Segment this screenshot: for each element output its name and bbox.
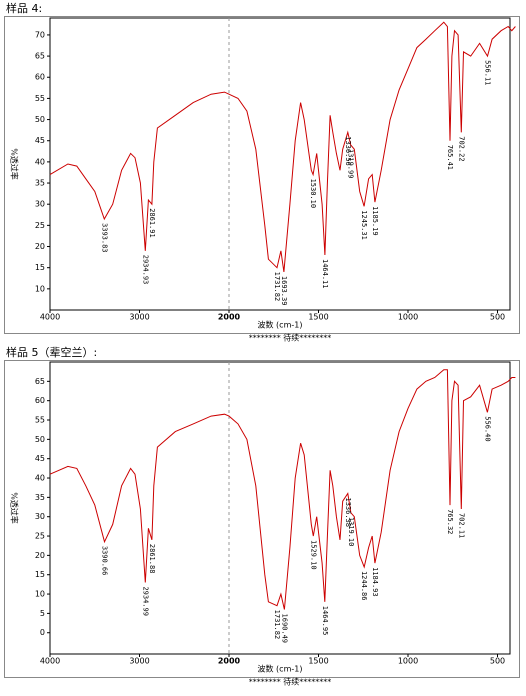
x-tick-label: 500	[490, 657, 505, 666]
peak-label: 702.22	[457, 136, 465, 161]
x-tick-label: 1000	[398, 657, 418, 666]
y-tick-label: 50	[35, 115, 45, 124]
peak-label: 1185.19	[371, 206, 379, 236]
y-tick-label: 25	[35, 221, 45, 230]
y-tick-label: 45	[35, 136, 45, 145]
y-tick-label: 65	[35, 377, 45, 386]
peak-label: 1464.95	[321, 606, 329, 636]
peak-label: 1464.11	[321, 259, 329, 289]
spectrum-line	[49, 21, 516, 272]
y-tick-label: 25	[35, 532, 45, 541]
peak-label: 1319.99	[347, 149, 355, 179]
peak-label: 1530.10	[309, 179, 317, 209]
peak-label: 2934.99	[141, 586, 149, 616]
x-tick-label: 1500	[308, 313, 328, 322]
peak-label: 1731.82	[273, 272, 281, 302]
peak-label: 1319.10	[347, 517, 355, 547]
peak-label: 1731.82	[273, 610, 281, 640]
y-tick-label: 15	[35, 570, 45, 579]
y-tick-label: 60	[35, 73, 45, 82]
y-axis-label: %透过率	[10, 492, 20, 524]
peak-label: 2861.88	[148, 544, 156, 574]
peak-label: 1690.49	[280, 614, 288, 644]
spectrum-line	[49, 369, 516, 610]
x-tick-label: 3000	[129, 657, 149, 666]
peak-label: 3393.83	[100, 223, 108, 253]
peak-label: 2934.93	[141, 255, 149, 285]
footer: ******** 待续********	[249, 677, 332, 687]
peak-label: 1184.93	[371, 567, 379, 597]
peak-label: 1693.39	[280, 276, 288, 306]
peak-label: 1336.38	[344, 497, 352, 527]
y-tick-label: 10	[35, 284, 45, 293]
peak-label: 1336.56	[344, 136, 352, 166]
peak-label: 3390.66	[101, 546, 109, 576]
y-tick-label: 35	[35, 493, 45, 502]
x-tick-label: 1500	[308, 657, 328, 666]
footer: ******** 待续********	[249, 333, 332, 343]
panel-box	[4, 16, 520, 334]
y-tick-label: 50	[35, 435, 45, 444]
panel-title: 样品 5（辈空兰）:	[6, 345, 97, 359]
y-tick-label: 30	[35, 200, 45, 209]
peak-label: 556.40	[483, 416, 491, 441]
x-tick-label: 2000	[218, 657, 241, 666]
y-tick-label: 30	[35, 512, 45, 521]
y-tick-label: 20	[35, 551, 45, 560]
y-tick-label: 0	[40, 628, 45, 637]
plot-frame	[49, 17, 511, 311]
x-axis-label: 波数 (cm-1)	[258, 664, 303, 674]
y-tick-label: 35	[35, 179, 45, 188]
y-tick-label: 10	[35, 590, 45, 599]
x-tick-label: 4000	[40, 657, 60, 666]
peak-label: 765.32	[446, 509, 454, 534]
y-tick-label: 60	[35, 396, 45, 405]
y-tick-label: 15	[35, 263, 45, 272]
peak-label: 556.11	[483, 60, 491, 85]
y-axis-label: %透过率	[10, 148, 20, 180]
peak-label: 1244.86	[360, 571, 368, 601]
y-tick-label: 5	[40, 609, 45, 618]
peak-label: 702.11	[457, 513, 465, 538]
y-tick-label: 55	[35, 94, 45, 103]
peak-label: 1529.10	[309, 540, 317, 570]
y-tick-label: 45	[35, 454, 45, 463]
x-tick-label: 500	[490, 313, 505, 322]
peak-label: 1245.31	[360, 210, 368, 240]
x-tick-label: 2000	[218, 313, 241, 322]
y-tick-label: 20	[35, 242, 45, 251]
peak-label: 765.41	[446, 145, 454, 170]
y-tick-label: 40	[35, 157, 45, 166]
y-tick-label: 70	[35, 30, 45, 39]
peak-label: 2861.91	[148, 208, 156, 238]
x-tick-label: 4000	[40, 313, 60, 322]
panel-box	[4, 360, 520, 678]
y-tick-label: 55	[35, 416, 45, 425]
y-tick-label: 40	[35, 474, 45, 483]
panel-title: 样品 4:	[6, 1, 42, 15]
y-tick-label: 65	[35, 52, 45, 61]
plot-frame	[49, 361, 511, 655]
x-tick-label: 1000	[398, 313, 418, 322]
x-tick-label: 3000	[129, 313, 149, 322]
x-axis-label: 波数 (cm-1)	[258, 320, 303, 330]
